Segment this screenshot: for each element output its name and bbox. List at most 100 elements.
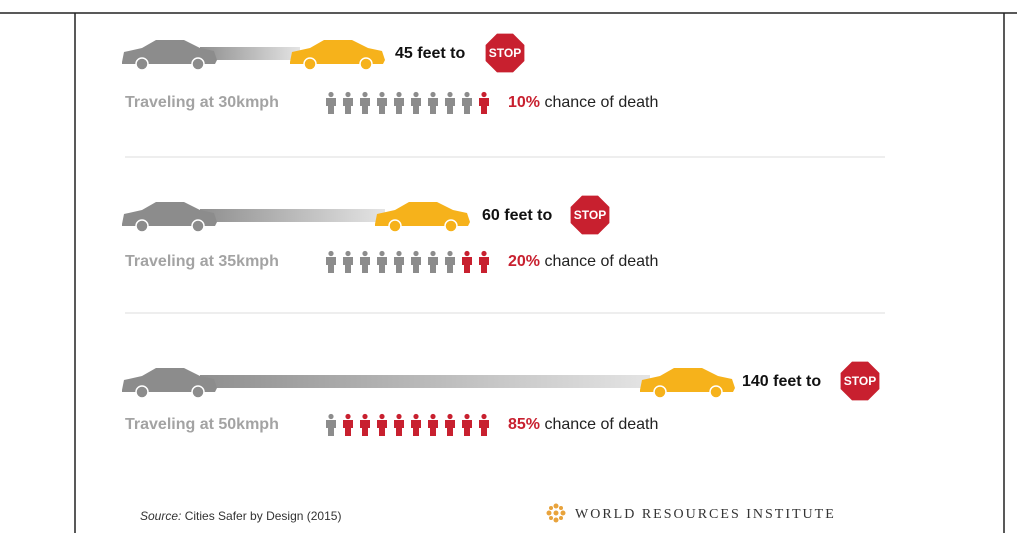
person-icon: [343, 251, 353, 273]
person-icon: [445, 251, 455, 273]
wheel: [360, 58, 372, 70]
person-body: [360, 98, 370, 114]
person-head: [379, 414, 384, 419]
person-head: [396, 92, 401, 97]
logo: [547, 504, 566, 523]
wheel: [136, 386, 148, 398]
scenario-row: 45 feet toSTOPTraveling at 30kmph10% cha…: [122, 34, 658, 114]
person-icon: [343, 414, 353, 436]
person-body: [394, 420, 404, 436]
person-head: [447, 251, 452, 256]
person-body: [394, 98, 404, 114]
chance: 20% chance of death: [508, 253, 658, 270]
person-icon: [462, 251, 472, 273]
person-body: [360, 420, 370, 436]
chance-value: 10%: [508, 94, 540, 111]
wheel: [192, 220, 204, 232]
person-head: [328, 92, 333, 97]
person-head: [481, 251, 486, 256]
chance-text: chance of death: [544, 253, 658, 270]
page: 45 feet toSTOPTraveling at 30kmph10% cha…: [0, 0, 1017, 533]
person-body: [428, 98, 438, 114]
person-icon: [479, 414, 489, 436]
source-label: Source:: [140, 509, 181, 523]
person-head: [328, 414, 333, 419]
person-icon: [428, 414, 438, 436]
wheel: [136, 58, 148, 70]
person-head: [362, 251, 367, 256]
person-icon: [394, 92, 404, 114]
stop-sign: STOP: [841, 362, 880, 401]
car: [290, 40, 385, 70]
chance-text: chance of death: [544, 416, 658, 433]
person-body: [343, 257, 353, 273]
person-head: [464, 251, 469, 256]
wheel: [192, 58, 204, 70]
person-head: [413, 92, 418, 97]
stop-text: STOP: [489, 46, 521, 60]
stop-text: STOP: [574, 208, 606, 222]
person-body: [479, 98, 489, 114]
chance: 85% chance of death: [508, 416, 658, 433]
wheel: [192, 386, 204, 398]
person-icon: [428, 92, 438, 114]
person-head: [396, 414, 401, 419]
wheel: [710, 386, 722, 398]
person-icon: [411, 414, 421, 436]
icon-group: [326, 251, 489, 273]
org-name: WORLD RESOURCES INSTITUTE: [575, 507, 836, 522]
icon-group: [326, 92, 489, 114]
person-head: [430, 414, 435, 419]
chance-value: 85%: [508, 416, 540, 433]
source: Source: Cities Safer by Design (2015): [140, 509, 341, 523]
person-icon: [428, 251, 438, 273]
person-icon: [326, 251, 336, 273]
stop-sign: STOP: [486, 34, 525, 73]
person-head: [362, 414, 367, 419]
person-body: [377, 98, 387, 114]
person-body: [462, 420, 472, 436]
person-head: [447, 414, 452, 419]
person-body: [445, 420, 455, 436]
person-icon: [479, 92, 489, 114]
person-body: [377, 257, 387, 273]
person-icon: [377, 414, 387, 436]
person-body: [428, 257, 438, 273]
person-body: [462, 257, 472, 273]
speed-label: Traveling at 30kmph: [125, 94, 279, 111]
person-icon: [445, 92, 455, 114]
person-body: [445, 257, 455, 273]
distance-trail: [200, 375, 650, 388]
person-body: [326, 98, 336, 114]
wheel: [136, 220, 148, 232]
person-head: [413, 251, 418, 256]
stop-text: STOP: [844, 374, 876, 388]
source-text: Cities Safer by Design (2015): [185, 509, 342, 523]
person-head: [345, 414, 350, 419]
distance-label: 60 feet to: [482, 207, 552, 224]
wheel: [304, 58, 316, 70]
person-body: [462, 98, 472, 114]
person-body: [411, 257, 421, 273]
person-head: [328, 251, 333, 256]
person-head: [464, 92, 469, 97]
scenario-row: 140 feet toSTOPTraveling at 50kmph85% ch…: [122, 362, 879, 436]
person-head: [396, 251, 401, 256]
person-icon: [360, 414, 370, 436]
person-head: [345, 251, 350, 256]
person-icon: [462, 92, 472, 114]
chance-text: chance of death: [544, 94, 658, 111]
car: [375, 202, 470, 232]
person-body: [411, 420, 421, 436]
car: [122, 368, 217, 398]
chance-value: 20%: [508, 253, 540, 270]
person-body: [411, 98, 421, 114]
person-head: [345, 92, 350, 97]
speed-label: Traveling at 50kmph: [125, 416, 279, 433]
person-icon: [394, 251, 404, 273]
wheel: [654, 386, 666, 398]
person-head: [481, 92, 486, 97]
person-body: [479, 257, 489, 273]
person-icon: [394, 414, 404, 436]
